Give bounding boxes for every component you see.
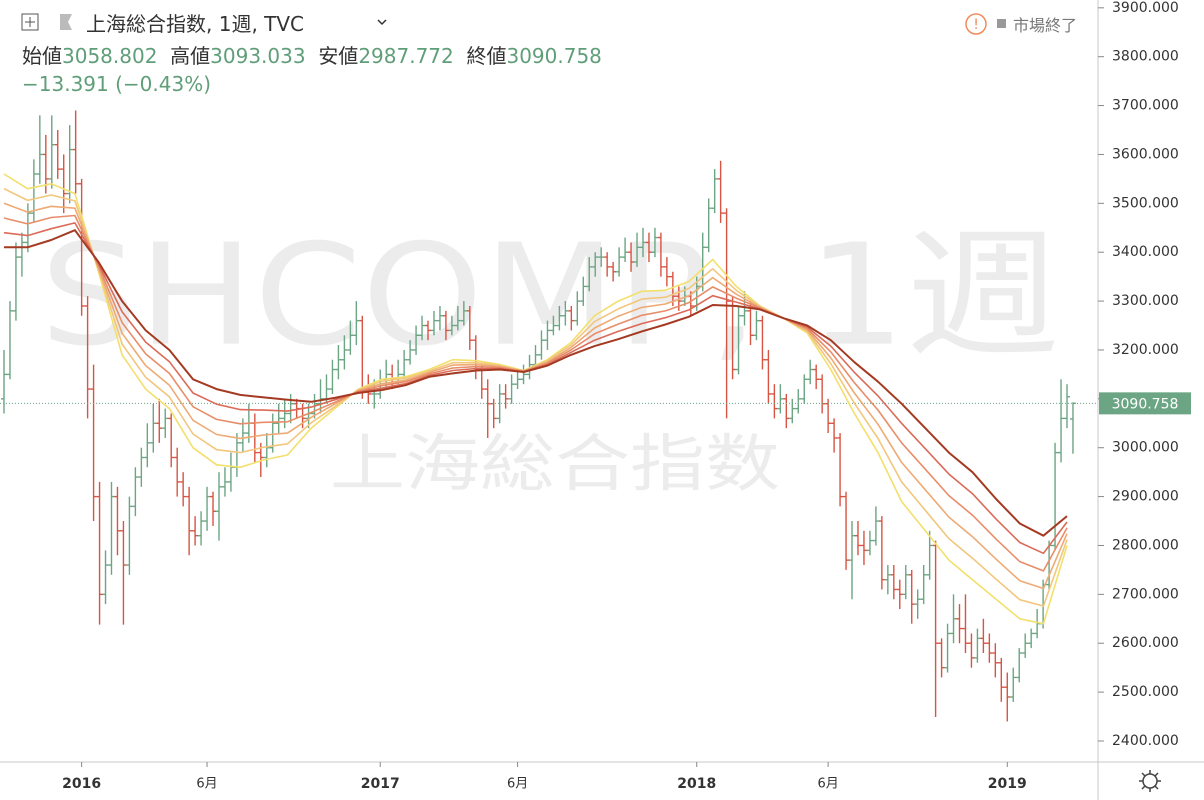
x-tick-label: 2018 xyxy=(677,776,716,792)
y-tick-label: 2700.000 xyxy=(1112,586,1179,602)
ohlc-label: 安値 xyxy=(318,44,359,68)
last-price-box xyxy=(1099,392,1191,415)
y-tick-label: 2800.000 xyxy=(1112,537,1179,553)
ohlc-value: 3090.758 xyxy=(506,44,602,68)
x-tick-label: 2019 xyxy=(988,776,1027,792)
y-tick-label: 2400.000 xyxy=(1112,733,1179,749)
y-tick-label: 2900.000 xyxy=(1112,489,1179,505)
x-tick-label: 6月 xyxy=(507,777,528,792)
dropdown-caret[interactable] xyxy=(377,19,387,26)
y-tick-label: 3400.000 xyxy=(1112,244,1179,260)
expand-icon[interactable] xyxy=(21,13,39,31)
gear-teeth xyxy=(1139,770,1161,792)
x-tick-label: 6月 xyxy=(196,777,217,792)
ohlc-value: 3093.033 xyxy=(210,44,306,68)
y-tick-label: 3800.000 xyxy=(1112,49,1179,65)
toolbar-icons[interactable]: ! xyxy=(21,13,1006,35)
y-tick-label: 3600.000 xyxy=(1112,146,1179,162)
ma-line xyxy=(4,229,1068,537)
watermark-name: 上海総合指数 xyxy=(330,427,780,500)
x-tick-label: 6月 xyxy=(817,777,838,792)
y-tick-label: 3500.000 xyxy=(1112,195,1179,211)
y-tick-label: 2500.000 xyxy=(1112,684,1179,700)
y-tick-label: 3700.000 xyxy=(1112,98,1179,114)
y-tick-label: 3000.000 xyxy=(1112,440,1179,456)
x-tick-label: 2017 xyxy=(361,776,400,792)
market-status: 市場終了 xyxy=(1013,16,1078,35)
watermark-symbol: SHCOMP, 1週 xyxy=(40,215,1060,378)
symbol-line: 上海総合指数, 1週, TVC xyxy=(86,12,305,36)
settings-icon[interactable] xyxy=(1139,770,1161,792)
x-tick-label: 2016 xyxy=(62,776,101,792)
ohlc-label: 始値 xyxy=(22,44,62,68)
ohlc-value: 2987.772 xyxy=(358,44,454,68)
ohlc-label: 高値 xyxy=(170,44,211,68)
ohlc-label: 終値 xyxy=(466,44,507,68)
flag-icon[interactable] xyxy=(60,14,72,30)
last-price-label: 3090.758 xyxy=(1112,396,1179,412)
y-tick-label: 2600.000 xyxy=(1112,635,1179,651)
y-tick-label: 3200.000 xyxy=(1112,342,1179,358)
ohlc-legend: 始値3058.802 高値3093.033 安値2987.772 終値3090.… xyxy=(22,40,602,69)
ohlc-value: 3058.802 xyxy=(62,44,158,68)
y-tick-label: 3900.000 xyxy=(1112,0,1179,16)
axes: 2400.000 2500.000 2600.000 2700.000 2800.000… xyxy=(62,0,1191,792)
expand-plus xyxy=(25,17,35,27)
change: −13.391 (−0.43%) xyxy=(22,72,211,96)
status-square xyxy=(997,19,1006,28)
y-tick-label: 3300.000 xyxy=(1112,293,1179,309)
alert-icon[interactable] xyxy=(965,13,987,35)
plot-area xyxy=(0,110,1098,722)
alert-mark: ! xyxy=(973,17,979,33)
